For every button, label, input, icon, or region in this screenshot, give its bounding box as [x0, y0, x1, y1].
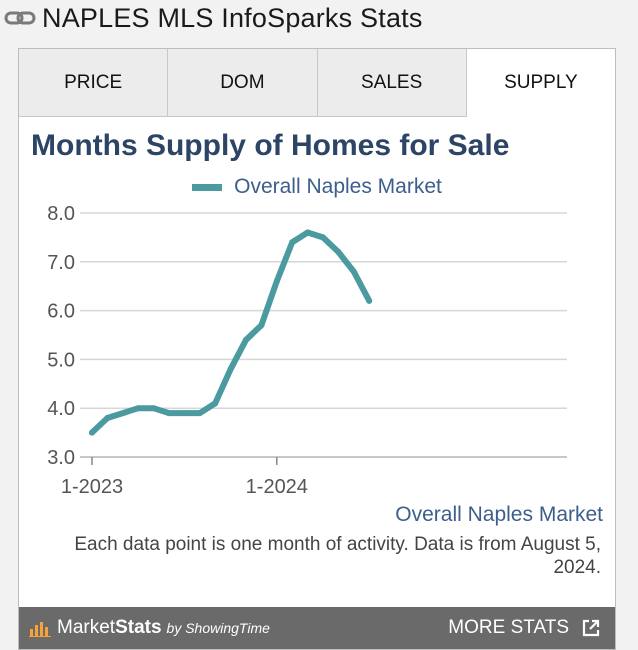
data-point: [150, 405, 157, 412]
y-tick-label: 4.0: [47, 398, 75, 420]
data-point: [119, 410, 126, 417]
data-point: [258, 322, 265, 329]
y-tick-label: 7.0: [47, 252, 75, 274]
tab-bar: PRICE DOM SALES SUPPLY: [19, 49, 615, 117]
data-point: [212, 400, 219, 407]
data-point: [350, 268, 357, 275]
tab-dom[interactable]: DOM: [168, 49, 318, 117]
data-point: [227, 366, 234, 373]
data-point: [273, 278, 280, 285]
data-point: [181, 410, 188, 417]
tab-supply[interactable]: SUPPLY: [466, 49, 615, 117]
page-header: NAPLES MLS InfoSparks Stats: [0, 0, 638, 36]
data-point: [304, 229, 311, 236]
brand-logo[interactable]: MarketStats by ShowingTime: [29, 617, 270, 639]
stats-widget: PRICE DOM SALES SUPPLY Months Supply of …: [18, 48, 616, 650]
data-note: Each data point is one month of activity…: [74, 534, 601, 578]
external-link-icon: [581, 618, 601, 638]
data-point: [320, 234, 326, 241]
data-point: [89, 429, 95, 436]
footer-bar: MarketStats by ShowingTime MORE STATS: [19, 607, 615, 649]
y-tick-label: 6.0: [47, 301, 75, 323]
legend-label: Overall Naples Market: [234, 175, 442, 198]
data-point: [166, 410, 172, 417]
source-label: Overall Naples Market: [395, 503, 603, 526]
data-point: [135, 405, 142, 412]
data-point: [366, 297, 373, 304]
bar-chart-icon: [29, 619, 53, 637]
tab-sales[interactable]: SALES: [317, 49, 467, 117]
more-stats-button[interactable]: MORE STATS: [448, 617, 601, 639]
brand-market: Market: [57, 617, 116, 638]
x-tick-label: 1-2023: [61, 476, 123, 498]
data-point: [196, 410, 203, 417]
brand-by: by ShowingTime: [166, 620, 270, 636]
data-point: [289, 239, 296, 246]
link-icon: [4, 8, 38, 28]
y-tick-label: 5.0: [47, 349, 75, 371]
page-title: NAPLES MLS InfoSparks Stats: [42, 2, 423, 33]
brand-stats: Stats: [115, 617, 162, 638]
brand-name: MarketStats: [57, 617, 162, 639]
y-tick-label: 3.0: [47, 447, 75, 469]
data-point: [335, 249, 342, 256]
y-tick-label: 8.0: [47, 203, 75, 225]
line-chart: 3.0 4.0 5.0 6.0 7.0 8.0 1-2023 1-2024: [47, 203, 567, 498]
data-point: [104, 414, 111, 421]
x-tick-label: 1-2024: [246, 476, 308, 498]
more-stats-label: MORE STATS: [448, 617, 569, 638]
data-point: [243, 336, 249, 343]
chart-legend: Overall Naples Market: [19, 173, 615, 201]
legend-swatch: [192, 183, 223, 191]
chart-title: Months Supply of Homes for Sale: [31, 129, 510, 162]
tab-price[interactable]: PRICE: [19, 49, 169, 117]
